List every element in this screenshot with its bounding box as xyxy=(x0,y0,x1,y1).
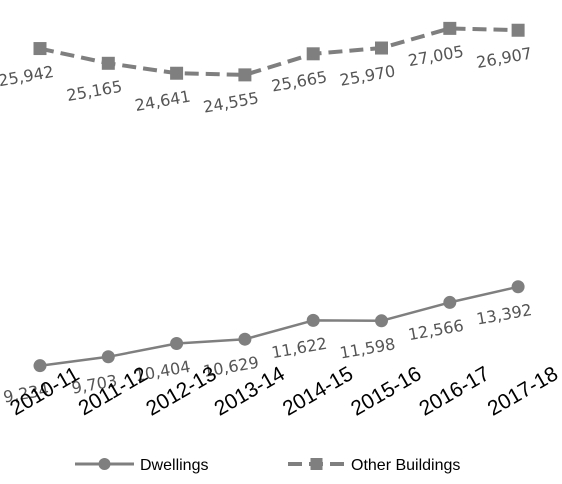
x-tick-label-2015-16: 2015-16 xyxy=(347,362,425,420)
data-label-other-buildings-2013-14: 24,555 xyxy=(202,88,260,116)
data-point-dwellings-2015-16 xyxy=(375,314,388,328)
series-other-buildings: 25,942 25,165 24,641 24,555 25,665 25,970 27,0… xyxy=(0,21,533,117)
data-label-other-buildings-2012-13: 24,641 xyxy=(133,87,191,115)
x-tick-label-2017-18: 2017-18 xyxy=(484,362,562,420)
x-tick-label-2014-15: 2014-15 xyxy=(279,362,357,420)
data-point-other-buildings-2010-11 xyxy=(33,42,47,56)
legend-other-buildings-marker xyxy=(310,458,323,470)
data-point-other-buildings-2012-13 xyxy=(170,66,184,80)
data-point-other-buildings-2013-14 xyxy=(238,68,252,82)
data-point-dwellings-2011-12 xyxy=(101,350,115,364)
legend-item-dwellings: Dwellings xyxy=(75,457,208,474)
data-point-dwellings-2016-17 xyxy=(443,295,457,309)
legend-item-other-buildings: Other Buildings xyxy=(288,457,460,474)
data-point-dwellings-2010-11 xyxy=(33,359,47,373)
data-point-other-buildings-2014-15 xyxy=(306,47,320,61)
legend-dwellings-label: Dwellings xyxy=(140,457,208,474)
data-point-other-buildings-2011-12 xyxy=(101,56,115,70)
data-label-other-buildings-2014-15: 25,665 xyxy=(270,67,328,95)
data-label-other-buildings-2010-11: 25,942 xyxy=(0,62,55,90)
data-point-other-buildings-2016-17 xyxy=(443,21,457,35)
data-label-dwellings-2015-16: 11,598 xyxy=(338,334,396,362)
data-point-other-buildings-2017-18 xyxy=(511,23,525,37)
legend-other-buildings-label: Other Buildings xyxy=(351,457,460,474)
data-point-other-buildings-2015-16 xyxy=(375,41,388,55)
data-label-other-buildings-2011-12: 25,165 xyxy=(65,77,123,105)
legend: Dwellings Other Buildings xyxy=(75,457,460,474)
data-point-dwellings-2013-14 xyxy=(238,332,252,346)
data-label-dwellings-2016-17: 12,566 xyxy=(407,316,465,344)
legend-dwellings-marker xyxy=(98,458,111,470)
data-label-dwellings-2014-15: 11,622 xyxy=(270,334,328,362)
data-label-other-buildings-2017-18: 26,907 xyxy=(475,44,533,72)
x-axis-tick-labels: 2010-112011-122012-132013-142014-152015-… xyxy=(6,362,562,421)
series-line-dwellings xyxy=(39,285,519,367)
x-tick-label-2016-17: 2016-17 xyxy=(415,362,493,420)
data-point-dwellings-2014-15 xyxy=(306,313,320,327)
series-line-other-buildings xyxy=(39,26,519,77)
data-point-dwellings-2012-13 xyxy=(170,336,184,350)
data-label-other-buildings-2015-16: 25,970 xyxy=(338,61,396,89)
data-point-dwellings-2017-18 xyxy=(511,280,525,294)
data-label-dwellings-2017-18: 13,392 xyxy=(475,300,533,328)
data-label-other-buildings-2016-17: 27,005 xyxy=(407,42,465,70)
